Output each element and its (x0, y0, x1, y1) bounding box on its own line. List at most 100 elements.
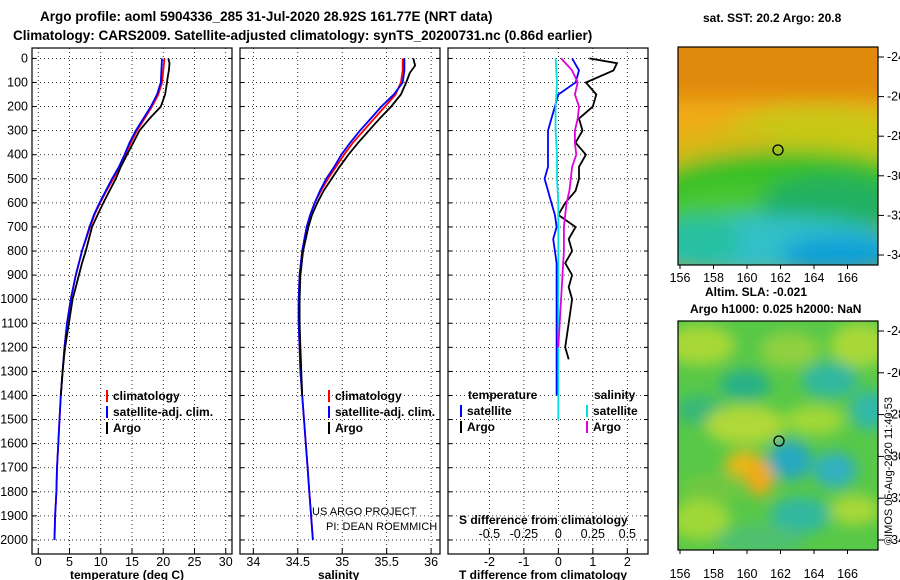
legend-climatology-label: climatology (335, 389, 402, 403)
title-line-2: Climatology: CARS2009. Satellite-adjuste… (13, 28, 592, 43)
depth-tick-label: 500 (7, 172, 28, 186)
temperature-tick-label: 30 (219, 555, 233, 569)
lat-tick-label: -28 (887, 129, 900, 143)
lat-tick-label: -32 (887, 491, 900, 505)
temperature-tick-label: 0 (35, 555, 42, 569)
difference-tick-label: -2 (484, 555, 495, 569)
depth-tick-label: 2000 (0, 533, 28, 547)
legend-t-satellite-label: satellite (467, 404, 512, 418)
sst-map (678, 47, 878, 265)
sla-float-marker (773, 435, 785, 447)
lat-tick-label: -26 (887, 366, 900, 380)
depth-tick-label: 1400 (0, 388, 28, 402)
series-argo (59, 58, 171, 396)
series-satellite-adj-clim- (297, 58, 406, 541)
lon-tick-label: 166 (837, 271, 858, 285)
depth-tick-label: 100 (7, 75, 28, 89)
depth-tick-label: 1800 (0, 485, 28, 499)
temperature-legend: climatology satellite-adj. clim. Argo (106, 389, 213, 435)
legend-satellite-label: satellite-adj. clim. (113, 405, 213, 419)
sal-diff-tick-label: -0.25 (510, 527, 539, 541)
sal-diff-tick-label: 0.5 (619, 527, 636, 541)
lon-tick-label: 158 (703, 271, 724, 285)
temperature-axis-label: temperature (deg C) (70, 568, 184, 580)
salinity-tick-label: 36 (424, 555, 438, 569)
depth-tick-label: 1300 (0, 364, 28, 378)
legend-salinity-title: salinity (594, 388, 636, 402)
profile-panels (31, 47, 649, 555)
lat-tick-label: -34 (887, 533, 900, 547)
difference-legend: temperature salinity satellite Argo sate… (460, 388, 638, 434)
depth-tick-label: 700 (7, 220, 28, 234)
temperature-tick-label: 10 (94, 555, 108, 569)
sst-map-title: sat. SST: 20.2 Argo: 20.8 (703, 11, 842, 25)
lon-tick-label: 156 (670, 271, 691, 285)
temperature-x-ticks: 0 5 10 15 20 25 30 (35, 48, 233, 569)
depth-tick-label: 200 (7, 100, 28, 114)
depth-tick-label: 800 (7, 244, 28, 258)
depth-tick-label: 400 (7, 148, 28, 162)
temperature-tick-label: 15 (125, 555, 139, 569)
depth-tick-label: 0 (21, 51, 28, 65)
temperature-panel (31, 47, 233, 555)
salinity-panel (239, 47, 441, 555)
lon-tick-label: 164 (804, 567, 825, 580)
sst-map-frame (677, 46, 879, 266)
salinity-axis-label: salinity (318, 568, 360, 580)
lat-tick-label: -34 (887, 248, 900, 262)
title-line-1: Argo profile: aoml 5904336_285 31-Jul-20… (40, 9, 492, 24)
sal-diff-tick-label: 0.25 (581, 527, 605, 541)
legend-satellite-label: satellite-adj. clim. (335, 405, 435, 419)
sla-lon-ticks: 156 158 160 162 164 166 (670, 550, 858, 580)
sst-float-marker (772, 144, 784, 156)
sal-diff-tick-label: 0 (555, 527, 562, 541)
depth-tick-label: 1600 (0, 437, 28, 451)
sla-map (678, 321, 878, 550)
s-difference-title: S difference from climatology (459, 513, 628, 527)
difference-axis-label: T difference from climatology (459, 568, 627, 580)
salinity-legend: climatology satellite-adj. clim. Argo (328, 389, 435, 435)
sla-field (678, 323, 878, 550)
difference-frame (447, 47, 649, 555)
legend-s-argo-label: Argo (593, 420, 621, 434)
temperature-tick-label: 25 (188, 555, 202, 569)
difference-panel (447, 47, 649, 555)
lat-tick-label: -30 (887, 449, 900, 463)
sst-lon-ticks: 156 158 160 162 164 166 (670, 265, 858, 285)
legend-argo-label: Argo (113, 421, 141, 435)
series-climatology (297, 58, 404, 541)
difference-tick-label: 2 (624, 555, 631, 569)
profile-lines (53, 57, 619, 541)
lon-tick-label: 160 (737, 567, 758, 580)
salinity-tick-label: 34 (246, 555, 260, 569)
imos-timestamp: ©IMOS 05-Aug-2020 11:40:53 (883, 397, 895, 545)
temperature-tick-label: 20 (156, 555, 170, 569)
credit-pi: PI: DEAN ROEMMICH (326, 521, 437, 533)
legend-s-satellite-label: satellite (593, 404, 638, 418)
lat-tick-label: -32 (887, 208, 900, 222)
depth-axis-labels: 0 100 200 300 400 500 600 700 800 900 1000 1100 1200… (0, 51, 28, 547)
difference-tick-label: 0 (555, 555, 562, 569)
legend-climatology-label: climatology (113, 389, 180, 403)
sla-lat-ticks: -24 -26 -28 -30 -32 -34 (878, 324, 900, 547)
difference-tick-label: 1 (589, 555, 596, 569)
sst-lat-ticks: -24 -26 -28 -30 -32 -34 (878, 50, 900, 262)
lat-tick-label: -28 (887, 408, 900, 422)
depth-tick-label: 1100 (1, 316, 28, 330)
salinity-difference-ticks: -0.5 -0.25 0 0.25 0.5 (479, 527, 636, 541)
series-t-argo (557, 57, 619, 360)
lat-tick-label: -24 (887, 50, 900, 64)
series-satellite-adj-clim- (53, 58, 163, 541)
depth-tick-label: 1200 (0, 340, 28, 354)
salinity-tick-label: 35.5 (374, 555, 398, 569)
lon-tick-label: 166 (837, 567, 858, 580)
series-t-satellite (543, 57, 580, 396)
lat-tick-label: -30 (887, 169, 900, 183)
lon-tick-label: 160 (737, 271, 758, 285)
lat-tick-label: -26 (887, 90, 900, 104)
series-s-satellite (554, 58, 560, 420)
sal-diff-tick-label: -0.5 (479, 527, 501, 541)
depth-tick-label: 300 (7, 124, 28, 138)
depth-tick-label: 1500 (0, 413, 28, 427)
series-s-argo (557, 57, 580, 348)
